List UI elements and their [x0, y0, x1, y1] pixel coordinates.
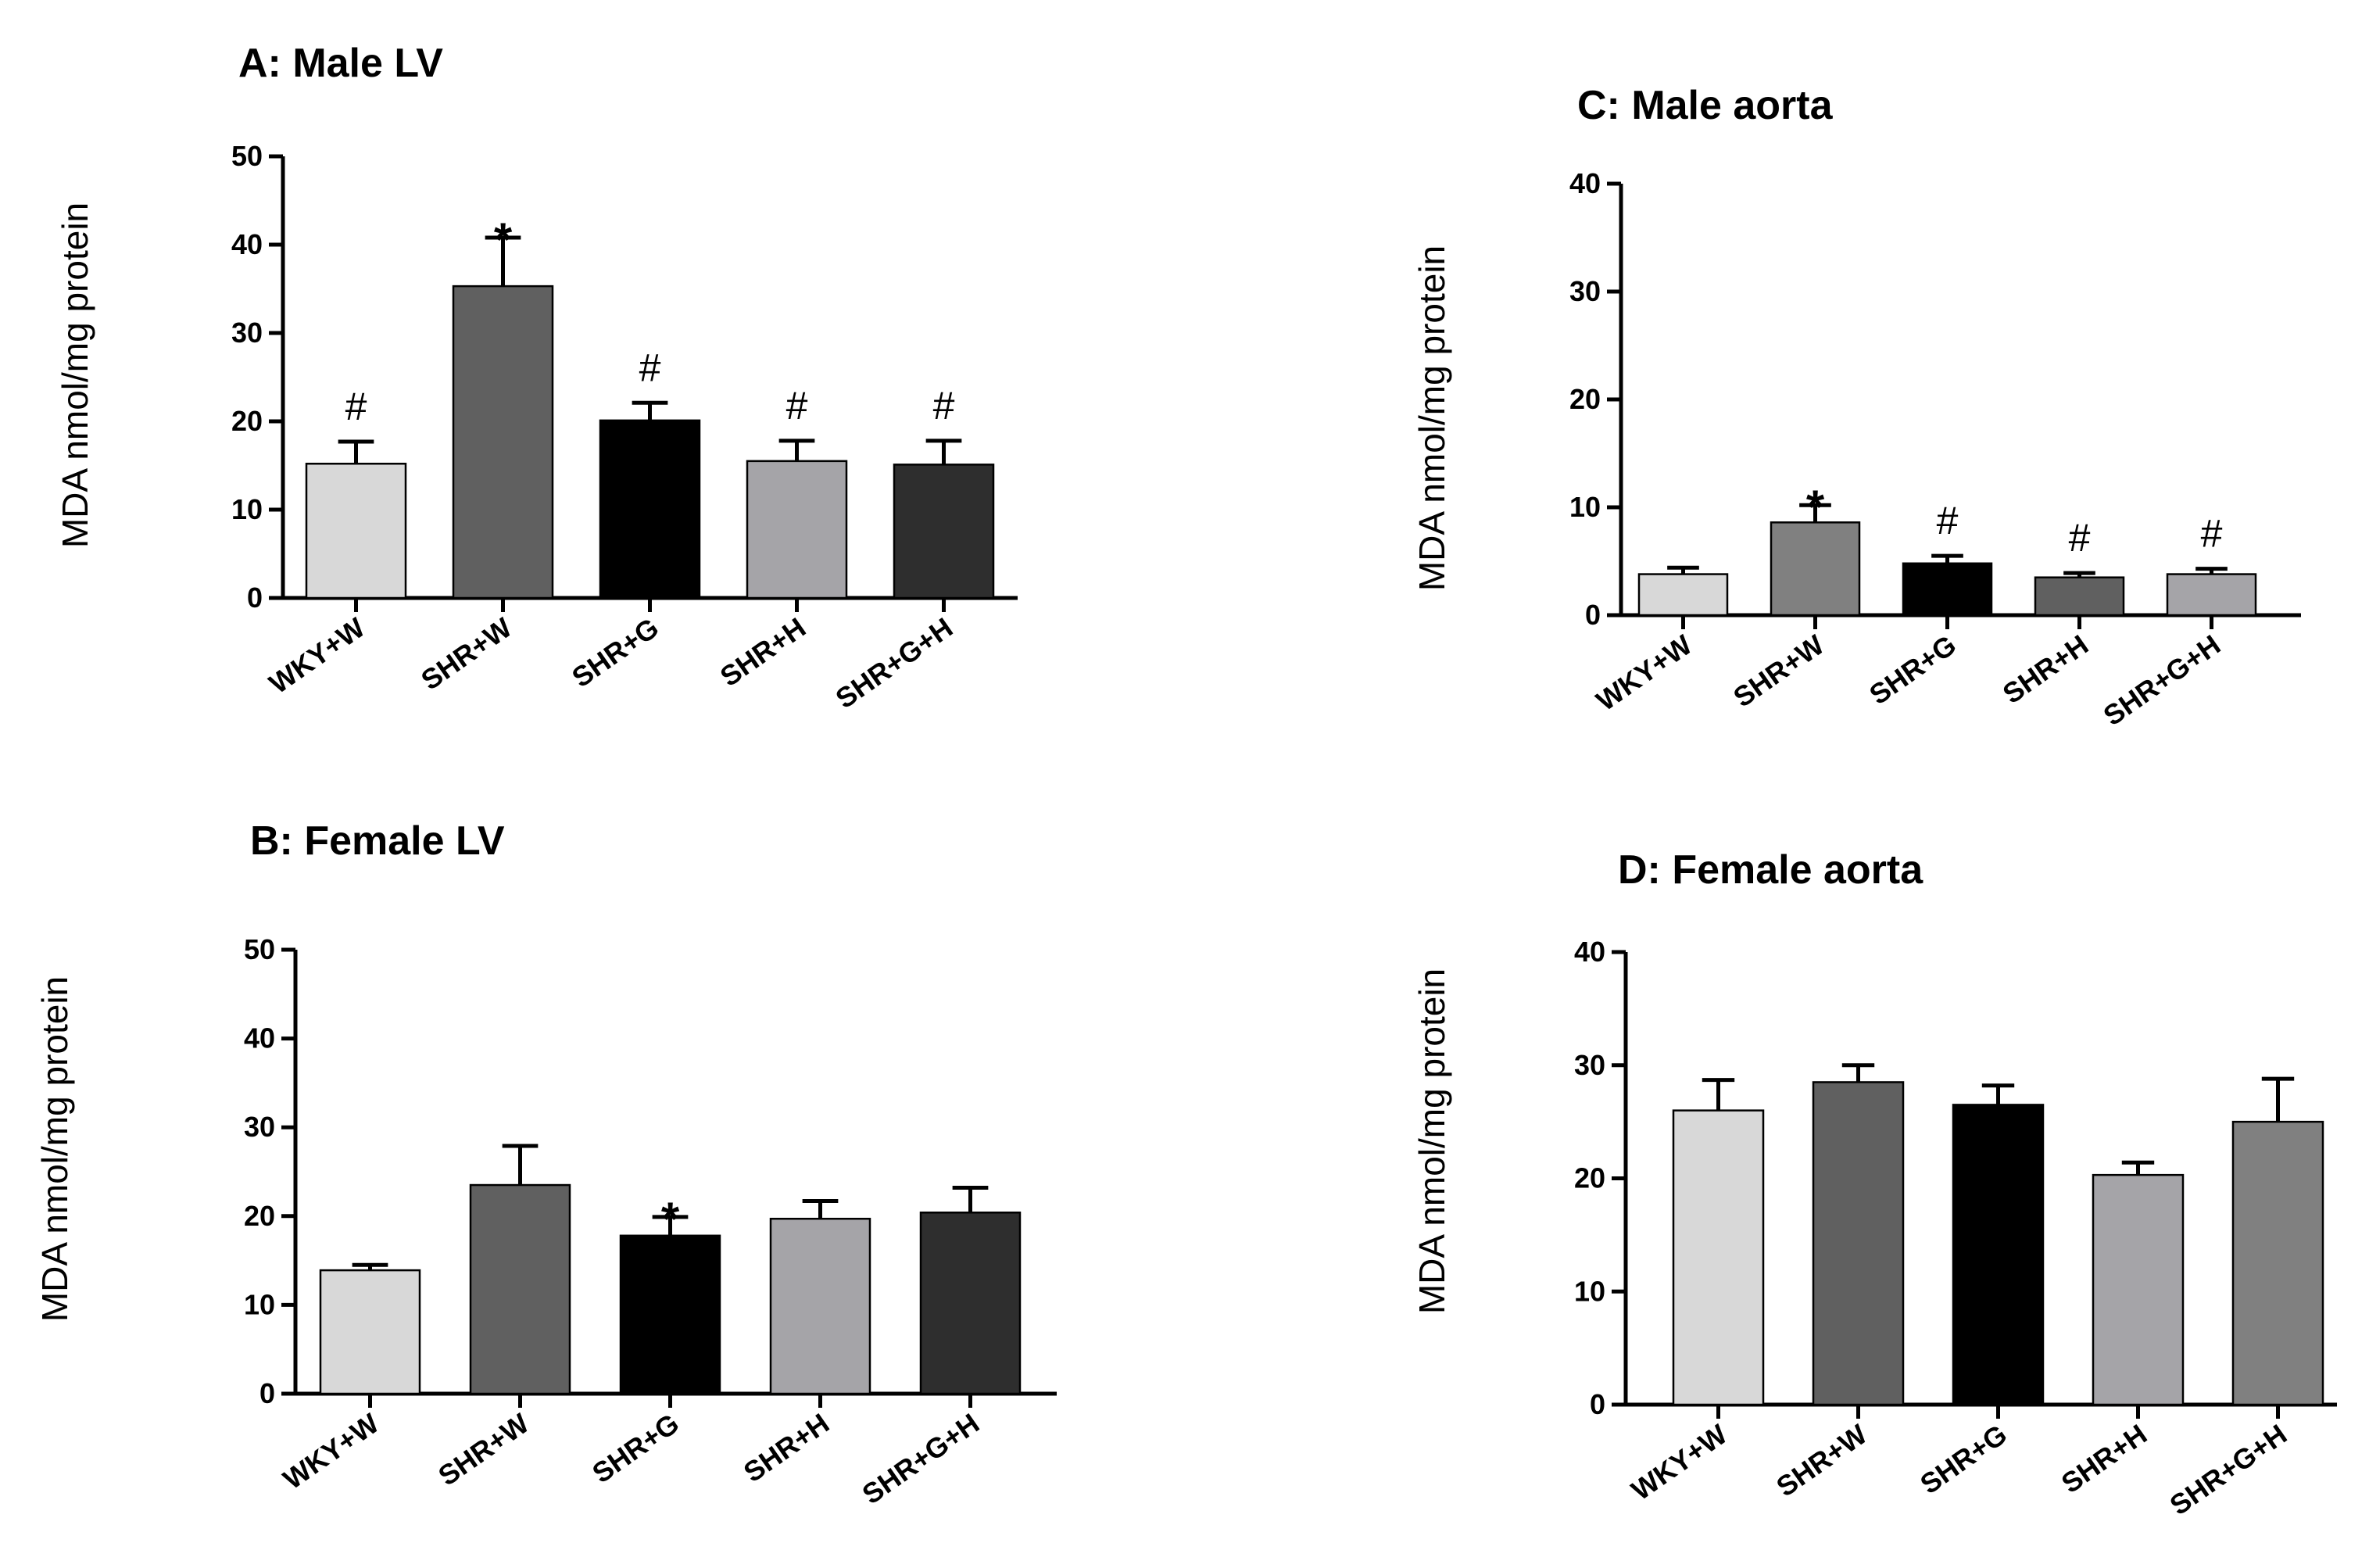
panel-d-y-tick-label: 40 [1574, 936, 1605, 968]
panel-c-y-tick-label: 30 [1569, 275, 1601, 307]
panel-b-significance-mark: * [661, 1193, 680, 1245]
panel-c-x-tick-label: SHR+G [1863, 628, 1962, 711]
panel-b-bar-wky-w [319, 1269, 421, 1395]
panel-d-female-aorta: D: Female aorta MDA nmol/mg protein 0 10 2… [1412, 847, 2337, 1521]
panel-d-title: D: Female aorta [1618, 847, 1923, 893]
panel-d-x-tick-label: SHR+G+H [2164, 1418, 2292, 1521]
panel-d-x-tick-label: SHR+H [2056, 1418, 2152, 1499]
panel-a-bar-shr-h [746, 460, 848, 600]
panel-d-marks: 0 10 20 30 40 WKY+W SHR+W SHR+G SHR+H SHR+G+H [1574, 936, 2337, 1521]
panel-d-x-tick-label: SHR+W [1770, 1418, 1873, 1503]
panel-a-significance-mark: # [933, 384, 955, 428]
panel-b-y-tick-label: 40 [244, 1022, 275, 1054]
panel-c-bar-shr-w [1770, 521, 1861, 617]
panel-b-x-tick-label: SHR+G+H [857, 1407, 985, 1510]
panel-b-bar-shr-w [469, 1183, 571, 1395]
panel-b-bar-shr-g [619, 1234, 721, 1395]
panel-c-x-tick-label: WKY+W [1591, 628, 1698, 717]
panel-c-significance-mark: * [1806, 481, 1825, 533]
panel-a-y-tick-label: 30 [231, 317, 263, 349]
panel-c-bar-wky-w [1637, 573, 1729, 617]
panel-a-significance-mark: # [639, 345, 661, 389]
panel-c-x-tick-label: SHR+G+H [2098, 628, 2226, 732]
panel-b-x-tick-label: WKY+W [277, 1407, 385, 1495]
panel-d-y-tick-label: 20 [1574, 1162, 1605, 1194]
panel-a-significance-mark: # [345, 385, 367, 428]
panel-c-y-tick-label: 0 [1585, 599, 1601, 631]
panel-a-x-tick-label: SHR+G+H [830, 611, 958, 714]
panel-b-female-lv: B: Female LV MDA nmol/mg protein 0 10 20 30… [34, 818, 1057, 1510]
panel-a-x-tick-label: SHR+H [714, 611, 811, 693]
panel-a-significance-mark: * [494, 213, 513, 266]
panel-a-y-tick-label: 40 [231, 228, 263, 260]
panel-a-bar-shr-g-h [893, 464, 995, 600]
panel-b-y-axis-label: MDA nmol/mg protein [34, 976, 75, 1322]
panel-b-marks: 0 10 20 30 40 50 WKY+W SHR+W SHR+G * SHR+H SHR+G+H [244, 933, 1057, 1510]
panel-c-y-tick-label: 10 [1569, 491, 1601, 523]
panel-b-y-tick-label: 50 [244, 933, 275, 965]
panel-b-x-tick-label: SHR+W [432, 1407, 535, 1492]
panel-d-bar-shr-w [1812, 1081, 1905, 1406]
panel-d-bar-shr-h [2092, 1173, 2185, 1406]
panel-d-x-tick-label: WKY+W [1626, 1418, 1733, 1506]
panel-c-bar-shr-g [1902, 562, 1993, 617]
panel-c-y-axis-label: MDA nmol/mg protein [1412, 245, 1452, 591]
panel-b-y-tick-label: 10 [244, 1288, 275, 1320]
panel-d-y-tick-label: 0 [1590, 1388, 1605, 1420]
panel-b-y-tick-label: 0 [259, 1377, 275, 1409]
panel-a-x-tick-label: SHR+G [566, 611, 664, 693]
panel-c-x-tick-label: SHR+H [1997, 628, 2094, 710]
panel-b-y-tick-label: 20 [244, 1200, 275, 1232]
panel-a-y-tick-label: 50 [231, 140, 263, 172]
panel-a-x-tick-label: WKY+W [263, 611, 370, 700]
panel-c-title: C: Male aorta [1577, 83, 1834, 128]
panel-d-bar-shr-g [1952, 1104, 2045, 1406]
panel-a-bar-wky-w [305, 462, 407, 600]
panel-c-marks: 0 10 20 30 40 WKY+W SHR+W * SHR+G # SHR+H # SHR+G+H # [1569, 167, 2301, 732]
panel-b-bar-shr-h [769, 1217, 871, 1395]
panel-d-y-tick-label: 10 [1574, 1275, 1605, 1307]
panel-b-x-tick-label: SHR+H [738, 1407, 835, 1488]
panel-d-bar-wky-w [1672, 1109, 1765, 1406]
panel-a-significance-mark: # [786, 384, 808, 428]
panel-a-bar-shr-w [452, 285, 554, 600]
panel-c-bar-shr-h [2034, 576, 2125, 617]
panel-a-y-tick-label: 0 [247, 582, 263, 614]
panel-b-bar-shr-g-h [919, 1212, 1022, 1395]
panel-d-y-axis-label: MDA nmol/mg protein [1412, 968, 1452, 1314]
panel-c-y-tick-label: 40 [1569, 167, 1601, 199]
panel-c-y-tick-label: 20 [1569, 383, 1601, 415]
panel-c-significance-mark: # [1937, 499, 1959, 542]
panel-c-male-aorta: C: Male aorta MDA nmol/mg protein 0 10 20 3… [1412, 83, 2301, 732]
panel-b-title: B: Female LV [250, 818, 505, 864]
panel-a-y-tick-label: 10 [231, 493, 263, 525]
panel-b-y-tick-label: 30 [244, 1111, 275, 1143]
panel-d-x-tick-label: SHR+G [1914, 1418, 2013, 1500]
panel-a-bar-shr-g [599, 419, 701, 600]
panel-a-title: A: Male LV [238, 41, 443, 86]
panel-c-bar-shr-g-h [2166, 573, 2257, 617]
panel-a-y-axis-label: MDA nmol/mg protein [55, 202, 95, 548]
panel-d-bar-shr-g-h [2231, 1120, 2324, 1406]
panel-b-x-tick-label: SHR+G [586, 1407, 685, 1489]
panel-c-significance-mark: # [2201, 512, 2223, 556]
panel-a-male-lv: A: Male LV MDA nmol/mg protein 0 10 20 30 40… [55, 41, 1018, 714]
panel-a-y-tick-label: 20 [231, 405, 263, 437]
panel-c-x-tick-label: SHR+W [1727, 628, 1830, 714]
panel-d-y-tick-label: 30 [1574, 1049, 1605, 1081]
panel-a-marks: 0 10 20 30 40 50 WKY+W # SHR+W * SHR+G # SHR+H # SHR+G… [231, 140, 1018, 714]
panel-a-x-tick-label: SHR+W [415, 611, 517, 696]
panel-c-significance-mark: # [2069, 516, 2091, 560]
